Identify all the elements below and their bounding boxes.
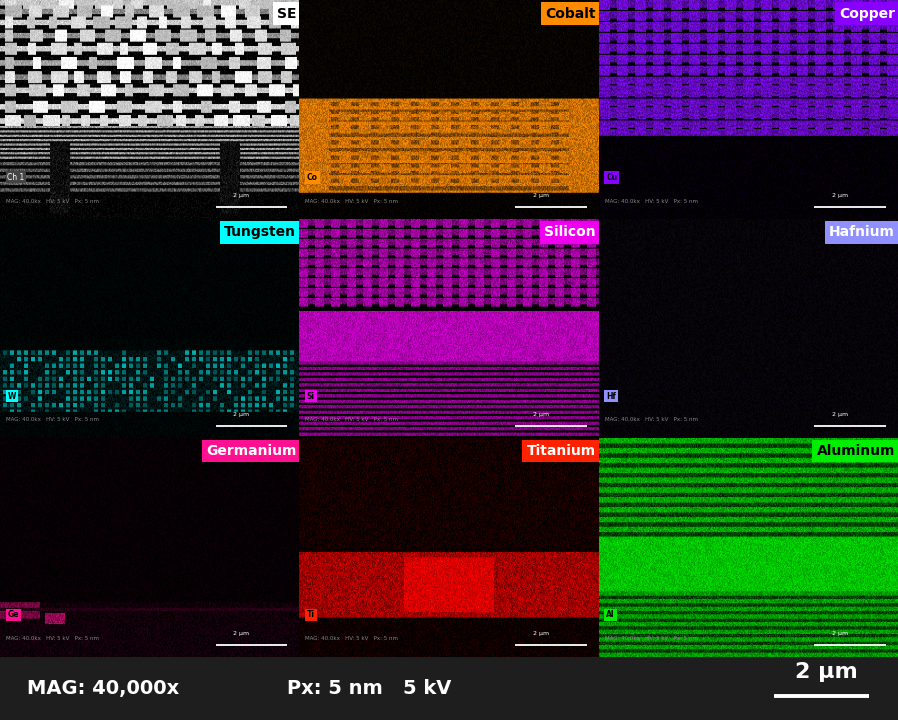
- Text: Ti: Ti: [307, 611, 315, 619]
- Text: Aluminum: Aluminum: [816, 444, 895, 459]
- Text: W: W: [7, 392, 16, 400]
- Text: MAG: 40.0kx   HV: 5 kV   Px: 5 nm: MAG: 40.0kx HV: 5 kV Px: 5 nm: [305, 199, 399, 204]
- Text: 2 μm: 2 μm: [832, 412, 849, 417]
- Text: 2 μm: 2 μm: [533, 412, 549, 417]
- Text: Px: 5 nm   5 kV: Px: 5 nm 5 kV: [287, 679, 452, 698]
- Text: Cu: Cu: [606, 173, 617, 181]
- Text: MAG: 40.0kx   HV: 5 kV   Px: 5 nm: MAG: 40.0kx HV: 5 kV Px: 5 nm: [6, 418, 99, 423]
- Text: MAG: 40.0kx   HV: 5 kV   Px: 5 nm: MAG: 40.0kx HV: 5 kV Px: 5 nm: [305, 636, 399, 642]
- Text: MAG: 40.0kx   HV: 5 kV   Px: 5 nm: MAG: 40.0kx HV: 5 kV Px: 5 nm: [604, 199, 698, 204]
- Text: Si: Si: [307, 392, 315, 400]
- Text: Titanium: Titanium: [526, 444, 595, 459]
- Text: Al: Al: [606, 611, 614, 619]
- Text: Copper: Copper: [839, 6, 895, 21]
- Text: MAG: 40,000x: MAG: 40,000x: [27, 679, 180, 698]
- Text: 2 μm: 2 μm: [533, 193, 549, 198]
- Text: Hf: Hf: [606, 392, 616, 400]
- Text: MAG: 40.0kx   HV: 5 kV   Px: 5 nm: MAG: 40.0kx HV: 5 kV Px: 5 nm: [6, 199, 99, 204]
- Text: Cobalt: Cobalt: [545, 6, 595, 21]
- Text: Ge: Ge: [7, 611, 19, 619]
- Text: 2 μm: 2 μm: [233, 631, 250, 636]
- Text: MAG: 40.0kx   HV: 5 kV   Px: 5 nm: MAG: 40.0kx HV: 5 kV Px: 5 nm: [604, 418, 698, 423]
- Text: SE: SE: [277, 6, 296, 21]
- Text: 2 μm: 2 μm: [832, 193, 849, 198]
- Text: Co: Co: [307, 173, 318, 181]
- Text: Ch 1: Ch 1: [7, 173, 25, 181]
- Text: MAG: 40.0kx   HV: 5 kV   Px: 5 nm: MAG: 40.0kx HV: 5 kV Px: 5 nm: [6, 636, 99, 642]
- Text: 2 μm: 2 μm: [233, 412, 250, 417]
- Text: MAG: 40.0kx   HV: 5 kV   Px: 5 nm: MAG: 40.0kx HV: 5 kV Px: 5 nm: [604, 636, 698, 642]
- Text: Silicon: Silicon: [544, 225, 595, 240]
- Text: Hafnium: Hafnium: [829, 225, 895, 240]
- Text: 2 μm: 2 μm: [832, 631, 849, 636]
- Text: Germanium: Germanium: [206, 444, 296, 459]
- Text: Tungsten: Tungsten: [224, 225, 296, 240]
- Text: MAG: 40.0kx   HV: 5 kV   Px: 5 nm: MAG: 40.0kx HV: 5 kV Px: 5 nm: [305, 418, 399, 423]
- Text: 2 μm: 2 μm: [233, 193, 250, 198]
- Text: 2 μm: 2 μm: [795, 662, 858, 682]
- Text: 2 μm: 2 μm: [533, 631, 549, 636]
